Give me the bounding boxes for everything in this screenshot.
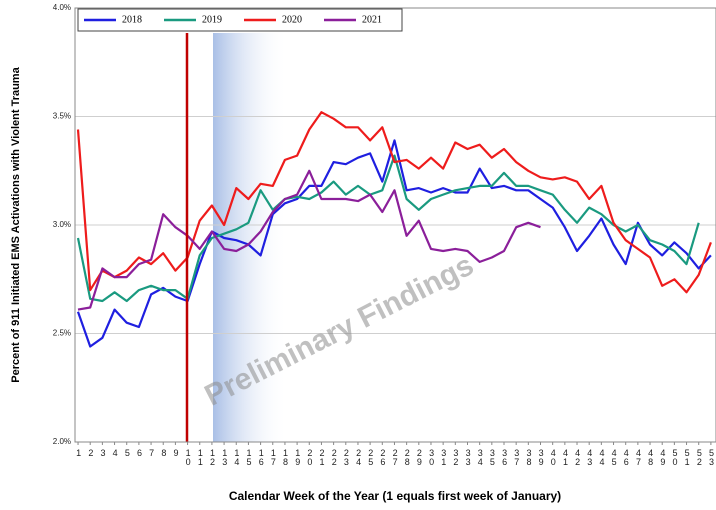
series-line (77, 169, 541, 311)
x-tick-label: 15 (244, 448, 254, 466)
x-tick-label: 12 (208, 448, 218, 466)
x-axis-label: Calendar Week of the Year (1 equals firs… (229, 489, 561, 503)
x-tick-label: 32 (451, 448, 461, 466)
x-tick-label: 35 (487, 448, 497, 466)
x-tick-label: 24 (354, 448, 364, 466)
legend-label: 2019 (202, 14, 222, 25)
x-tick-label: 45 (609, 448, 619, 466)
x-tick-label: 48 (646, 448, 656, 466)
x-tick-label: 26 (378, 448, 388, 466)
x-tick-label: 31 (439, 448, 449, 466)
x-tick-label: 16 (256, 448, 266, 466)
x-tick-label: 17 (268, 448, 278, 466)
x-tick-label: 19 (293, 448, 303, 466)
x-tick-label: 27 (390, 448, 400, 466)
y-tick-label: 3.0% (53, 220, 71, 229)
x-tick-label: 8 (159, 448, 169, 457)
x-tick-label: 52 (694, 448, 704, 466)
lines (76, 111, 712, 348)
x-tick-label: 39 (536, 448, 546, 466)
x-tick-label: 44 (597, 448, 607, 466)
x-tick-label: 22 (329, 448, 339, 466)
x-tick-label: 42 (573, 448, 583, 466)
x-tick-label: 53 (707, 448, 716, 466)
legend-label: 2021 (362, 14, 382, 25)
x-tick-label: 29 (414, 448, 424, 466)
x-tick-label: 11 (195, 448, 205, 466)
legend: 2018 2019 2020 2021 (77, 8, 403, 32)
x-tick-label: 49 (658, 448, 668, 466)
x-tick-label: 10 (183, 448, 193, 466)
x-tick-label: 13 (220, 448, 230, 466)
x-tick-label: 30 (427, 448, 437, 466)
x-tick-label: 1 (74, 448, 84, 457)
x-tick-label: 41 (560, 448, 570, 466)
x-tick-label: 21 (317, 448, 327, 466)
x-tick-label: 23 (341, 448, 351, 466)
x-tick-label: 20 (305, 448, 315, 466)
x-tick-label: 5 (122, 448, 132, 457)
x-tick-label: 18 (281, 448, 291, 466)
plot-frame (74, 7, 716, 443)
y-tick-label: 4.0% (53, 3, 71, 12)
x-tick-label: 14 (232, 448, 242, 466)
series-line (76, 154, 700, 303)
x-tick-label: 28 (402, 448, 412, 466)
x-tick-label: 43 (585, 448, 595, 466)
series-line (76, 139, 712, 348)
y-tick-label: 3.5% (53, 112, 71, 121)
legend-label: 2020 (282, 14, 302, 25)
x-tick-label: 46 (621, 448, 631, 466)
x-tick-label: 4 (110, 448, 120, 457)
series-line (76, 111, 712, 294)
legend-box (77, 8, 403, 32)
grid: 2.0%2.5%3.0%3.5%4.0%1 2 3 4 5 6 7 8 9 10 11 12 13 14 1… (53, 3, 716, 466)
x-tick-label: 40 (548, 448, 558, 466)
x-tick-label: 36 (500, 448, 510, 466)
x-tick-label: 25 (366, 448, 376, 466)
x-tick-label: 2 (86, 448, 96, 457)
y-axis-label: Percent of 911 Initiated EMS Activations… (10, 66, 22, 382)
y-tick-label: 2.5% (53, 329, 71, 338)
x-tick-label: 50 (670, 448, 680, 466)
x-tick-label: 51 (682, 448, 692, 466)
x-tick-label: 7 (147, 448, 157, 457)
legend-label: 2018 (122, 14, 142, 25)
x-tick-label: 34 (475, 448, 485, 466)
y-tick-label: 2.0% (53, 437, 71, 446)
x-tick-label: 47 (633, 448, 643, 466)
x-tick-label: 37 (512, 448, 522, 466)
x-tick-label: 33 (463, 448, 473, 466)
x-tick-label: 38 (524, 448, 534, 466)
x-tick-label: 6 (135, 448, 145, 457)
x-tick-label: 9 (171, 448, 181, 457)
x-tick-label: 3 (98, 448, 108, 457)
